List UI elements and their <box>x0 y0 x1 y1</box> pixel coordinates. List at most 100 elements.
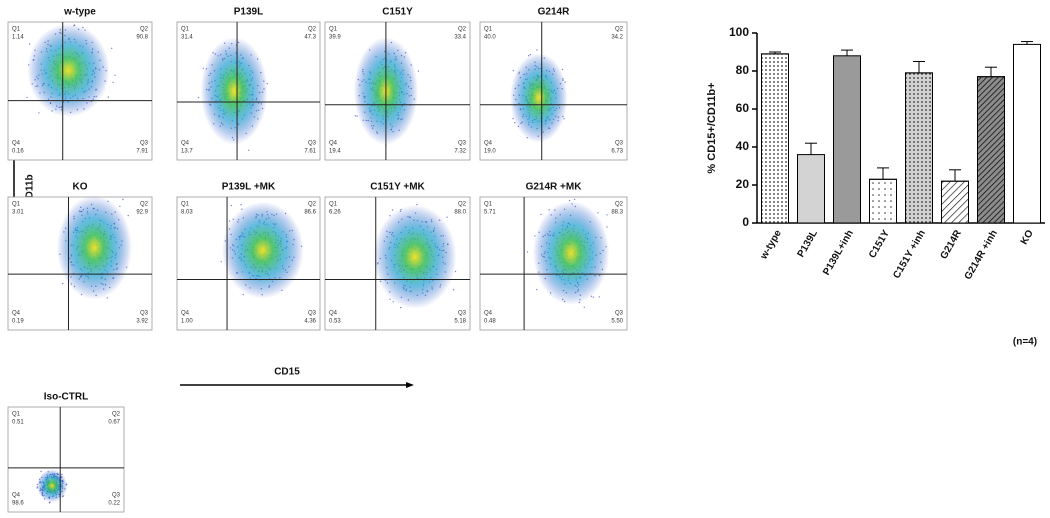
quadrant-value: 34.2 <box>611 35 623 41</box>
quadrant-name: Q4 <box>181 141 190 147</box>
panel-title: G214R +MK <box>526 182 583 193</box>
event-dot <box>40 470 42 473</box>
event-dot <box>202 67 204 70</box>
y-tick-label: 40 <box>736 139 750 153</box>
arrow-head <box>406 382 414 388</box>
x-tick-label: KO <box>1019 228 1036 247</box>
event-dot <box>606 226 608 228</box>
event-dot <box>230 204 232 207</box>
quadrant-value: 5.18 <box>454 319 466 325</box>
event-dot <box>512 69 515 72</box>
quadrant-name: Q4 <box>329 141 338 147</box>
event-dot <box>248 149 250 151</box>
density-core <box>510 53 568 143</box>
flow-panel: G214R +MK Q1 5.71 Q2 88.3 Q4 0.48 Q3 5.50 <box>479 182 628 331</box>
event-dot <box>573 198 576 201</box>
quadrant-name: Q3 <box>458 311 467 317</box>
event-dot <box>242 293 244 296</box>
quadrant-name: Q4 <box>329 311 338 317</box>
quadrant-name: Q2 <box>112 412 121 418</box>
quadrant-name: Q1 <box>484 202 493 208</box>
event-dot <box>417 70 420 72</box>
event-dot <box>28 43 31 45</box>
event-dot <box>119 205 121 208</box>
quadrant-value: 0.48 <box>484 319 496 325</box>
event-dot <box>416 203 418 206</box>
panel-title: C151Y <box>382 7 413 18</box>
quadrant-name: Q3 <box>112 493 121 499</box>
event-dot <box>127 214 129 217</box>
event-dot <box>122 198 124 201</box>
quadrant-name: Q3 <box>458 141 467 147</box>
quadrant-name: Q4 <box>12 493 21 499</box>
quadrant-name: Q2 <box>615 202 624 208</box>
quadrant-name: Q3 <box>140 141 149 147</box>
quadrant-value: 19.4 <box>329 149 341 155</box>
event-dot <box>354 115 356 117</box>
note: (n=4) <box>1013 337 1037 348</box>
quadrant-value: 7.61 <box>304 149 316 155</box>
panel-title: Iso-CTRL <box>44 392 88 403</box>
quadrant-value: 92.9 <box>136 210 148 216</box>
quadrant-name: Q4 <box>181 311 190 317</box>
density-core <box>373 204 457 309</box>
panel-title: P139L +MK <box>222 182 276 193</box>
density-core <box>27 23 110 117</box>
event-dot <box>112 81 114 84</box>
flow-y-label: CD11b <box>25 174 36 205</box>
quadrant-value: 47.3 <box>304 35 316 41</box>
flow-panel: C151Y Q1 39.9 Q2 33.4 Q4 19.4 Q3 7.32 <box>324 7 471 161</box>
quadrant-value: 7.91 <box>136 149 148 155</box>
quadrant-value: 0.22 <box>108 501 120 507</box>
flow-x-label: CD15 <box>274 367 300 378</box>
bar-pattern <box>941 180 969 224</box>
quadrant-value: 39.9 <box>329 35 341 41</box>
panel-title: P139L <box>234 7 263 18</box>
quadrant-value: 0.16 <box>12 149 24 155</box>
panel-frame <box>7 406 125 513</box>
quadrant-value: 88.3 <box>611 210 623 216</box>
quadrant-name: Q3 <box>615 141 624 147</box>
quadrant-name: Q2 <box>458 202 467 208</box>
quadrant-name: Q2 <box>458 27 467 33</box>
quadrant-value: 1.00 <box>181 319 193 325</box>
y-tick-label: 80 <box>736 63 750 77</box>
flow-panel: w-type Q1 1.14 Q2 90.8 Q4 0.16 Q3 7.91 <box>7 7 153 161</box>
event-dot <box>391 209 394 211</box>
quadrant-value: 0.53 <box>329 319 341 325</box>
quadrant-name: Q1 <box>12 202 21 208</box>
event-dot <box>540 213 542 216</box>
quadrant-name: Q2 <box>615 27 624 33</box>
event-dot <box>606 214 608 216</box>
quadrant-name: Q3 <box>140 311 149 317</box>
event-dot <box>106 297 109 299</box>
y-tick-label: 100 <box>729 25 749 39</box>
y-tick-label: 20 <box>736 177 750 191</box>
quadrant-name: Q4 <box>484 141 493 147</box>
quadrant-value: 0.51 <box>12 420 24 426</box>
panel-title: G214R <box>538 7 570 18</box>
quadrant-value: 4.36 <box>304 319 316 325</box>
event-dot <box>446 216 448 218</box>
event-dot <box>592 296 595 298</box>
flow-panel: G214R Q1 40.0 Q2 34.2 Q4 19.0 Q3 6.73 <box>479 7 628 161</box>
event-dot <box>392 301 394 303</box>
quadrant-name: Q3 <box>308 141 317 147</box>
event-dot <box>583 306 585 308</box>
y-tick-label: 60 <box>736 101 750 115</box>
bar <box>1013 43 1041 224</box>
quadrant-value: 40.0 <box>484 35 496 41</box>
quadrant-name: Q1 <box>181 27 190 33</box>
event-dot <box>111 47 113 49</box>
x-tick-label: w-type <box>758 228 784 262</box>
quadrant-name: Q1 <box>181 202 190 208</box>
density-core <box>37 469 68 503</box>
event-dot <box>389 298 391 300</box>
quadrant-value: 98.6 <box>12 501 24 507</box>
bar <box>833 55 861 224</box>
flow-panel: Iso-CTRL Q1 0.51 Q2 0.67 Q4 98.6 Q3 0.22 <box>7 392 125 513</box>
event-dot <box>536 288 538 291</box>
quadrant-value: 6.26 <box>329 210 341 216</box>
quadrant-name: Q2 <box>308 27 317 33</box>
quadrant-name: Q1 <box>12 412 21 418</box>
